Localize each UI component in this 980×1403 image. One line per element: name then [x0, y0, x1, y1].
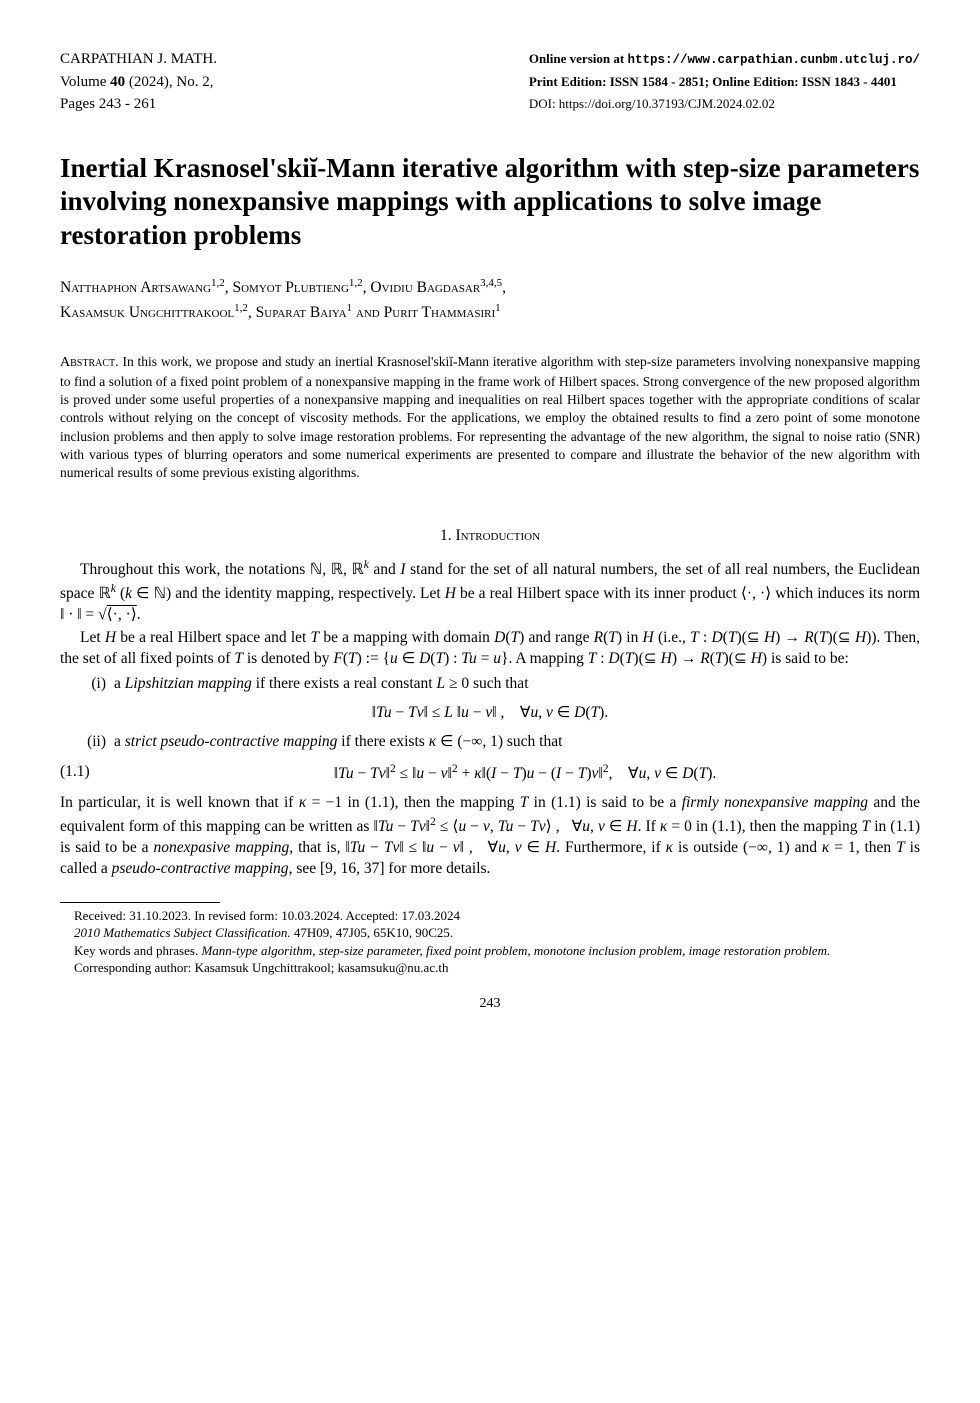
section-1-heading: 1. Introduction [60, 526, 920, 547]
item-ii: (ii) a strict pseudo-contractive mapping… [60, 732, 920, 753]
equation-1-1-number: (1.1) [60, 762, 130, 783]
page-number: 243 [60, 995, 920, 1014]
abstract-label: Abstract. [60, 355, 119, 370]
text: in (1.1) is said to be a [528, 794, 681, 811]
kw-text: Mann-type algorithm, step-size parameter… [198, 943, 830, 958]
text: and [369, 561, 401, 578]
em-text: Lipshitzian mapping [125, 675, 252, 692]
footnote-msc: 2010 Mathematics Subject Classification.… [60, 924, 920, 942]
text: is outside [673, 839, 743, 856]
section-1-number: 1. [440, 527, 452, 544]
footnote-corresponding: Corresponding author: Kasamsuk Ungchittr… [60, 959, 920, 977]
author-5: Suparat Baiya [256, 304, 347, 321]
author-4: Kasamsuk Ungchittrakool [60, 304, 234, 321]
text: Throughout this work, the notations [80, 561, 310, 578]
text: in [622, 629, 642, 646]
journal-name: CARPATHIAN J. MATH. [60, 51, 217, 67]
pages-line: Pages 243 - 261 [60, 96, 156, 112]
author-3: Ovidiu Bagdasar [370, 279, 480, 296]
text: is said to be: [767, 650, 849, 667]
text: and [790, 839, 822, 856]
section-1-title: Introduction [455, 527, 540, 544]
item-i: (i) a Lipshitzian mapping if there exist… [60, 674, 920, 695]
text: be a real Hilbert space and let [116, 629, 310, 646]
item-i-label: (i) [60, 674, 114, 695]
text: which induces its norm [771, 585, 920, 602]
em-text: strict pseudo-contractive mapping [125, 733, 338, 750]
text: a [114, 733, 125, 750]
kw-label: Key words and phrases. [74, 943, 198, 958]
equation-1-1-body: ‖Tu − Tv‖2 ≤ ‖u − v‖2 + κ‖(I − T)u − (I … [130, 761, 920, 785]
header-right: Online version at https://www.carpathian… [529, 48, 920, 116]
volume-line: Volume 40 (2024), No. 2, [60, 74, 213, 90]
text: if there exists a real constant [252, 675, 437, 692]
intro-para-2: Let H be a real Hilbert space and let T … [60, 628, 920, 670]
footnote-rule [60, 902, 220, 903]
text: . A mapping [509, 650, 588, 667]
footnote-received: Received: 31.10.2023. In revised form: 1… [60, 907, 920, 925]
footnotes-block: Received: 31.10.2023. In revised form: 1… [60, 907, 920, 977]
text: In particular, it is well known that if [60, 794, 299, 811]
author-1-aff: 1,2 [211, 277, 225, 289]
author-3-aff: 3,4,5 [480, 277, 502, 289]
text: . Furthermore, if [556, 839, 665, 856]
text: . If [638, 818, 660, 835]
text: , that is, [289, 839, 345, 856]
author-4-aff: 1,2 [234, 302, 248, 314]
equation-lipschitz: ‖Tu − Tv‖ ≤ L ‖u − v‖ , ∀u, v ∈ D(T). [60, 703, 920, 724]
text: , then [856, 839, 896, 856]
footnote-keywords: Key words and phrases. Mann-type algorit… [60, 942, 920, 960]
author-1: Natthaphon Artsawang [60, 279, 211, 296]
online-url: https://www.carpathian.cunbm.utcluj.ro/ [627, 53, 920, 67]
online-prefix: Online version at [529, 51, 628, 66]
text: in (1.1), then the mapping [692, 818, 862, 835]
paper-title: Inertial Krasnosel'skiĭ-Mann iterative a… [60, 152, 920, 253]
intro-para-3: In particular, it is well known that if … [60, 793, 920, 880]
text: , see [9, 16, 37] for more details. [289, 860, 491, 877]
em-text: nonexpasive mapping [153, 839, 289, 856]
header-left: CARPATHIAN J. MATH. Volume 40 (2024), No… [60, 48, 217, 116]
msc-codes: 47H09, 47J05, 65K10, 90C25. [291, 925, 454, 940]
page-header: CARPATHIAN J. MATH. Volume 40 (2024), No… [60, 48, 920, 116]
text: such that [469, 675, 528, 692]
abstract-block: Abstract. In this work, we propose and s… [60, 353, 920, 482]
text: such that [503, 733, 562, 750]
text: (i.e., [654, 629, 690, 646]
em-text: firmly nonexpansive mapping [682, 794, 868, 811]
doi-line: DOI: https://doi.org/10.37193/CJM.2024.0… [529, 96, 775, 111]
item-ii-text: a strict pseudo-contractive mapping if t… [114, 732, 920, 753]
authors-block: Natthaphon Artsawang1,2, Somyot Plubtien… [60, 275, 920, 325]
text: if there exists [337, 733, 428, 750]
em-text: pseudo-contractive mapping [112, 860, 289, 877]
text: and the identity mapping, respectively. … [171, 585, 445, 602]
text: be a real Hilbert space with its inner p… [456, 585, 741, 602]
issn-line: Print Edition: ISSN 1584 - 2851; Online … [529, 74, 897, 89]
text: in (1.1), then the mapping [342, 794, 520, 811]
text: and range [524, 629, 593, 646]
intro-para-1: Throughout this work, the notations ℕ, ℝ… [60, 557, 920, 626]
author-2: Somyot Plubtieng [232, 279, 348, 296]
authors-and: and [352, 304, 384, 321]
abstract-text: In this work, we propose and study an in… [60, 354, 920, 480]
item-ii-label: (ii) [60, 732, 114, 753]
msc-label: 2010 Mathematics Subject Classification. [74, 925, 291, 940]
author-6-aff: 1 [495, 302, 501, 314]
text: a [114, 675, 125, 692]
author-6: Purit Thammasiri [384, 304, 496, 321]
author-2-aff: 1,2 [349, 277, 363, 289]
text: Let [80, 629, 105, 646]
text: be a mapping with domain [319, 629, 494, 646]
item-i-text: a Lipshitzian mapping if there exists a … [114, 674, 920, 695]
text: is denoted by [243, 650, 333, 667]
equation-1-1: (1.1) ‖Tu − Tv‖2 ≤ ‖u − v‖2 + κ‖(I − T)u… [60, 761, 920, 785]
